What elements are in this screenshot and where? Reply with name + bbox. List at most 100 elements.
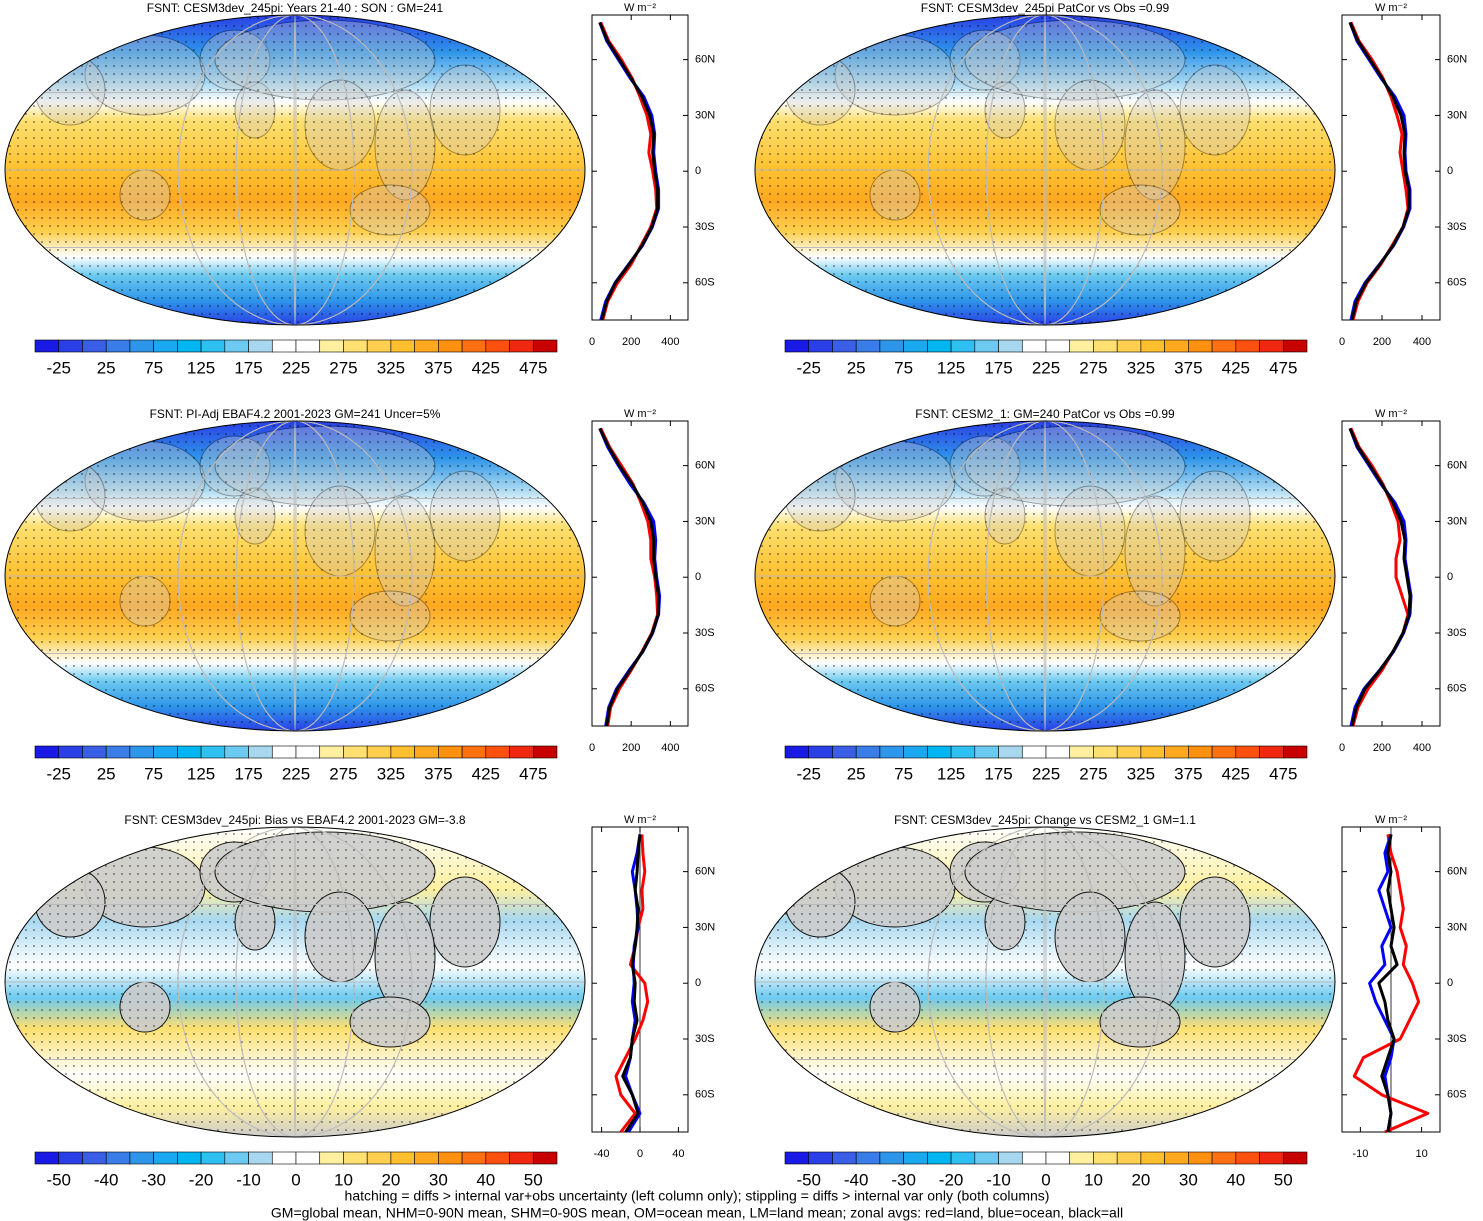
colorbar-box (1140, 339, 1165, 353)
x-tick-label: 0 (1339, 742, 1345, 754)
colorbar-box (927, 339, 952, 353)
colorbar-label: 425 (472, 358, 500, 377)
y-tick-label: 60S (1447, 1089, 1467, 1101)
zonal-line (614, 834, 650, 1133)
colorbar-box (1045, 1151, 1071, 1165)
colorbar-box (366, 1151, 392, 1165)
colorbar-box (1164, 745, 1189, 759)
colorbar-label: 25 (97, 358, 116, 377)
colorbar-box (1211, 1151, 1237, 1165)
colorbar-box (295, 1151, 321, 1165)
colorbar-label: 25 (847, 358, 866, 377)
colorbar-box (414, 339, 439, 353)
colorbar-label: 75 (894, 358, 913, 377)
x-axis-label: W m⁻² (1375, 408, 1407, 420)
x-tick-label: 0 (589, 336, 595, 348)
colorbar-box (832, 339, 857, 353)
colorbar-label: 275 (1079, 764, 1107, 783)
y-tick-label: 60S (1447, 277, 1467, 289)
map (755, 15, 1335, 325)
zonal-line (598, 427, 662, 727)
colorbar-box (271, 745, 297, 759)
colorbar-box (82, 745, 107, 759)
y-tick-label: 60S (1447, 683, 1467, 695)
y-tick-label: 0 (695, 977, 701, 989)
colorbar-box (82, 1151, 107, 1165)
colorbar-label: 375 (424, 764, 452, 783)
colorbar-box (248, 339, 273, 353)
colorbar-label: 325 (377, 358, 405, 377)
y-tick-label: 0 (1447, 977, 1453, 989)
colorbar-box (509, 745, 534, 759)
colorbar-label: 25 (847, 764, 866, 783)
colorbar-box (974, 1151, 999, 1165)
colorbar-label: -10 (236, 1170, 261, 1189)
x-tick-label: 0 (637, 1148, 643, 1160)
colorbar-box (485, 745, 510, 759)
colorbar-box (998, 339, 1023, 353)
colorbar-box (58, 1151, 83, 1165)
map (5, 15, 585, 325)
x-tick-label: 400 (1413, 336, 1431, 348)
colorbar-label: 425 (1222, 358, 1250, 377)
map-border (754, 14, 1336, 326)
colorbar-box (129, 1151, 154, 1165)
colorbar-box (1188, 745, 1213, 759)
colorbar-box (438, 745, 463, 759)
colorbar-label: 125 (187, 764, 215, 783)
colorbar-label: -20 (189, 1170, 214, 1189)
colorbar-label: -30 (891, 1170, 916, 1189)
colorbar-box (343, 339, 368, 353)
x-tick-label: 200 (1373, 336, 1391, 348)
colorbar-box (903, 1151, 928, 1165)
colorbar-box (177, 1151, 202, 1165)
panel-title: FSNT: CESM2_1: GM=240 PatCor vs Obs =0.9… (915, 407, 1175, 421)
y-tick-label: 0 (1447, 165, 1453, 177)
colorbar-box (461, 745, 487, 759)
colorbar-label: 325 (1127, 764, 1155, 783)
colorbar-box (1116, 339, 1142, 353)
colorbar-box (461, 1151, 487, 1165)
colorbar-box (438, 1151, 463, 1165)
panel-title: FSNT: CESM3dev_245pi: Bias vs EBAF4.2 20… (124, 813, 465, 827)
colorbar-label: 25 (97, 764, 116, 783)
colorbar-box (1021, 745, 1047, 759)
colorbar-label: 30 (1179, 1170, 1198, 1189)
colorbar-box (1188, 1151, 1213, 1165)
x-tick-label: 400 (1413, 742, 1431, 754)
colorbar-box (461, 339, 487, 353)
x-tick-label: 200 (622, 742, 640, 754)
y-tick-label: 30S (695, 627, 715, 639)
colorbar-box (485, 1151, 510, 1165)
colorbar-label: -25 (796, 764, 821, 783)
y-tick-label: 60N (695, 460, 715, 472)
colorbar-box (1069, 745, 1094, 759)
colorbar-box (532, 1151, 558, 1165)
colorbar-box (366, 745, 392, 759)
zonal-line (1368, 833, 1396, 1133)
x-tick-label: 200 (1373, 742, 1391, 754)
y-tick-label: 60S (695, 1089, 715, 1101)
colorbar-label: 20 (381, 1170, 400, 1189)
colorbar-box (343, 745, 368, 759)
y-tick-label: 60N (1447, 460, 1467, 472)
y-tick-label: 0 (695, 571, 701, 583)
colorbar-box (153, 1151, 178, 1165)
zonal-line (1348, 21, 1411, 321)
colorbar-label: 40 (1226, 1170, 1245, 1189)
colorbar-box (1259, 745, 1284, 759)
map-border (4, 14, 586, 326)
y-tick-label: 60N (1447, 54, 1467, 66)
map-border (754, 420, 1336, 732)
colorbar-box (224, 1151, 249, 1165)
colorbar-box (532, 339, 558, 353)
colorbar-box (129, 339, 154, 353)
colorbar-box (129, 745, 154, 759)
x-tick-label: 0 (1339, 336, 1345, 348)
colorbar-label: 425 (1222, 764, 1250, 783)
colorbar-box (414, 745, 439, 759)
colorbar-label: -10 (986, 1170, 1011, 1189)
colorbar-box (1069, 1151, 1094, 1165)
colorbar-label: 325 (1127, 358, 1155, 377)
colorbar-label: 10 (1084, 1170, 1103, 1189)
